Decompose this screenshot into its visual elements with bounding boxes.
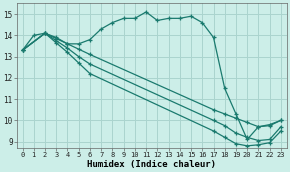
X-axis label: Humidex (Indice chaleur): Humidex (Indice chaleur) bbox=[87, 159, 216, 169]
